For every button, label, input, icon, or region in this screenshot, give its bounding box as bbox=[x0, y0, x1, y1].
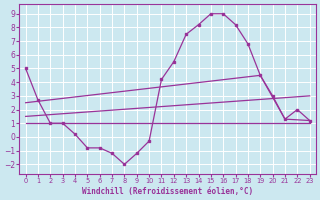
X-axis label: Windchill (Refroidissement éolien,°C): Windchill (Refroidissement éolien,°C) bbox=[82, 187, 253, 196]
